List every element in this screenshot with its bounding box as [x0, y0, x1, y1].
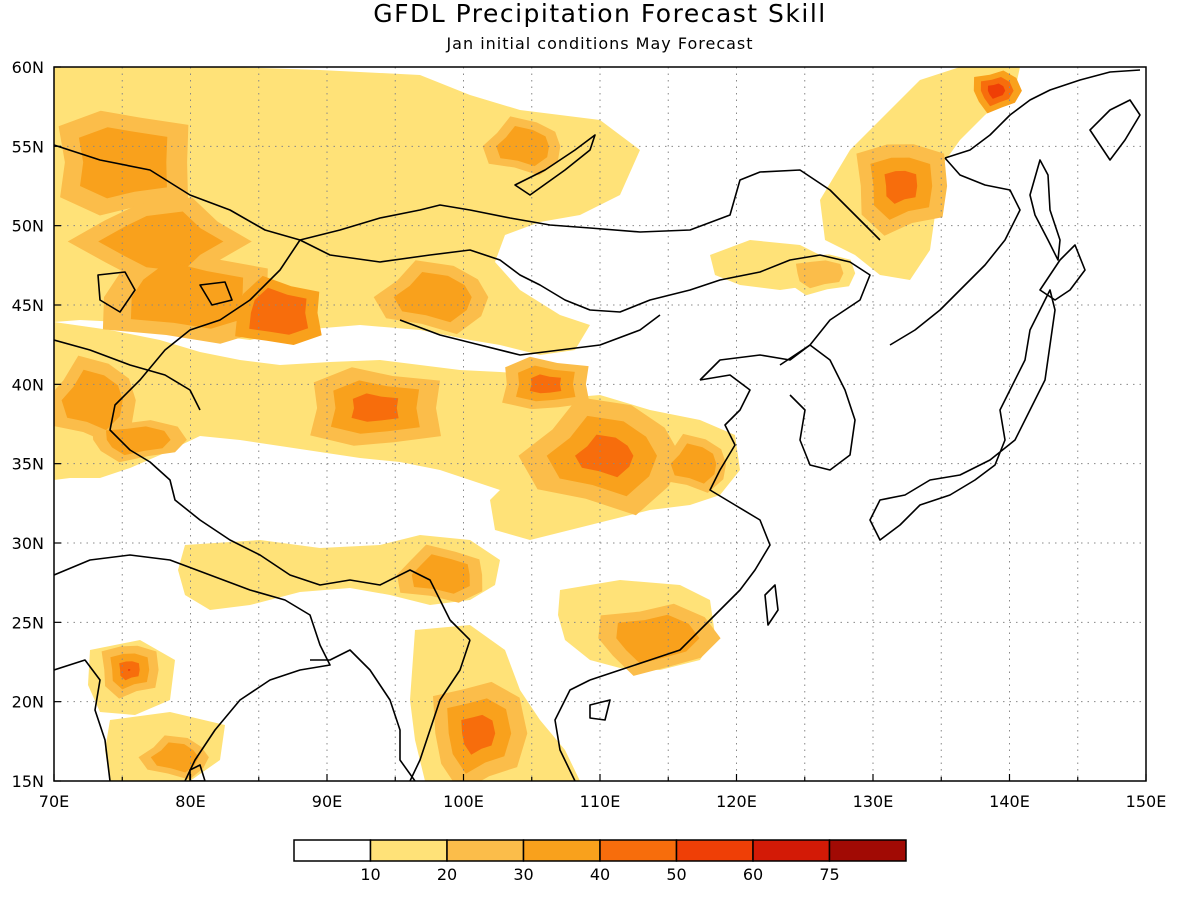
latitude-axis: 15N 20N 25N 30N 35N 40N 45N 50N 55N 60N	[12, 58, 61, 791]
lat-tick-label: 60N	[12, 58, 44, 77]
lon-tick-label: 70E	[39, 792, 69, 811]
lat-tick-label: 35N	[12, 455, 44, 474]
legend-swatch	[446, 839, 525, 862]
skill-region-west-siberia-level-3	[78, 127, 168, 199]
skill-region-mongolia-west-level-3	[393, 272, 472, 323]
skill-layer-50-60	[128, 83, 1006, 672]
russia-far-east-coast	[889, 69, 1141, 346]
lon-tick-label: 120E	[716, 792, 757, 811]
legend-label: 10	[360, 865, 380, 884]
lat-lon-grid	[54, 67, 1146, 781]
skill-region-indochina-level-4	[461, 714, 496, 755]
skill-region-central-asia-south-level-3	[61, 369, 123, 431]
south-coast-indochina	[409, 639, 591, 781]
skill-region-gujarat-level-5	[128, 669, 131, 672]
lat-tick-label: 45N	[12, 296, 44, 315]
lat-tick-label: 25N	[12, 613, 44, 632]
legend-swatch	[293, 839, 372, 862]
lon-tick-label: 140E	[989, 792, 1030, 811]
lat-tick-label: 30N	[12, 534, 44, 553]
china-east-coast	[589, 374, 771, 681]
color-legend: 10 20 30 40 50 60 75	[293, 839, 907, 884]
lon-tick-label: 130E	[853, 792, 894, 811]
chart-title: GFDL Precipitation Forecast Skill	[373, 0, 827, 28]
kamchatka	[1089, 99, 1141, 161]
legend-swatch	[522, 839, 601, 862]
lat-tick-label: 20N	[12, 693, 44, 712]
taiwan	[764, 584, 779, 626]
legend-swatch	[752, 839, 831, 862]
legend-label: 20	[437, 865, 457, 884]
lon-tick-label: 100E	[443, 792, 484, 811]
china-west-border	[109, 239, 471, 641]
skill-band-central	[54, 322, 570, 490]
lon-tick-label: 90E	[312, 792, 342, 811]
lat-tick-label: 40N	[12, 375, 44, 394]
lon-tick-label: 80E	[175, 792, 205, 811]
baikal-lake	[514, 134, 596, 196]
legend-swatch	[599, 839, 678, 862]
skill-region-okhotsk-level-5	[987, 83, 1006, 99]
skill-region-shandong-level-3	[670, 443, 717, 484]
hainan-island	[589, 699, 611, 721]
lat-tick-label: 15N	[12, 772, 44, 791]
legend-swatch	[369, 839, 448, 862]
india-coast	[54, 554, 331, 781]
legend-label: 75	[819, 865, 839, 884]
legend-label: 30	[513, 865, 533, 884]
legend-label: 60	[743, 865, 763, 884]
skill-shading	[54, 67, 1022, 781]
caspian-aral	[97, 271, 233, 313]
legend-label: 40	[590, 865, 610, 884]
skill-region-north-china-level-4	[575, 434, 634, 478]
skill-region-balkhash-level-4	[249, 287, 309, 335]
japan-honshu	[869, 289, 1056, 541]
skill-region-kazakh-north-level-3	[98, 211, 224, 272]
lat-tick-label: 50N	[12, 217, 44, 236]
longitude-axis: 70E 80E 90E 100E 110E 120E 130E 140E 150E	[39, 774, 1167, 811]
skill-region-amur-level-2	[795, 260, 844, 289]
skill-region-pamir-level-3	[106, 426, 171, 456]
skill-region-tarim-level-4	[351, 393, 399, 422]
skill-layer-30-40	[61, 70, 1022, 774]
coastlines-borders	[54, 69, 1141, 781]
skill-region-deccan-level-3	[150, 742, 199, 773]
china-mongolia-border	[299, 239, 871, 366]
sakhalin	[1029, 159, 1061, 261]
bohai-korea	[699, 344, 856, 471]
skill-region-south-china-level-3	[616, 614, 700, 664]
skill-region-gobi-level-4	[529, 374, 562, 394]
chart-subtitle: Jan initial conditions May Forecast	[446, 34, 754, 53]
legend-swatch	[828, 839, 907, 862]
bay-of-bengal	[310, 649, 416, 781]
skill-region-kazakh-central-level-3	[130, 261, 247, 329]
legend-swatch	[675, 839, 754, 862]
kazakh-border	[54, 144, 301, 411]
legend-label: 50	[666, 865, 686, 884]
hokkaido	[1039, 244, 1086, 301]
russia-mongolia-border	[299, 169, 881, 241]
lat-tick-label: 55N	[12, 137, 44, 156]
lon-tick-label: 150E	[1126, 792, 1167, 811]
mongolia-china-south	[399, 314, 661, 356]
skill-region-manchuria-north-level-4	[884, 170, 918, 204]
skill-region-tibet-south-level-3	[411, 554, 470, 594]
lon-tick-label: 110E	[580, 792, 621, 811]
